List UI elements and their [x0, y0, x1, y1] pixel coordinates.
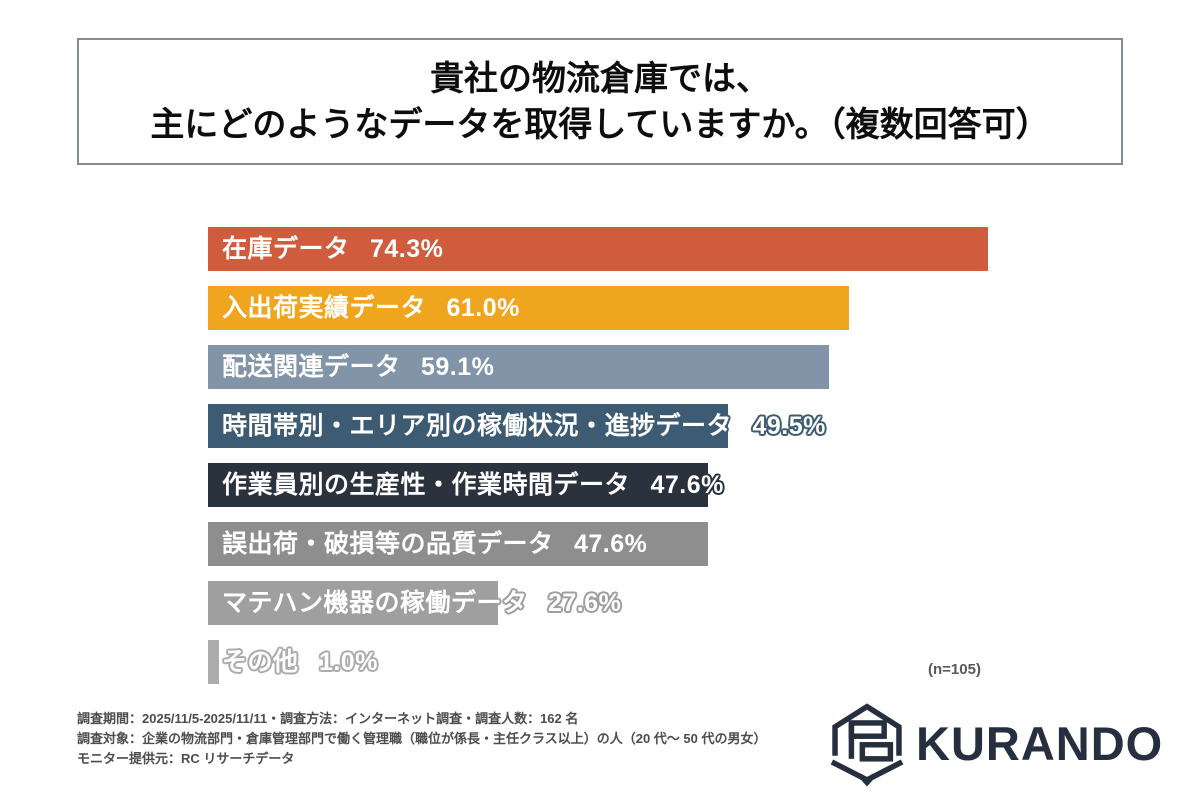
bar [208, 640, 219, 684]
bar-label: マテハン機器の稼働データ 27.6% [222, 589, 622, 617]
bar [208, 227, 988, 271]
bar-row: 時間帯別・エリア別の稼働状況・進捗データ 49.5% [208, 404, 1200, 448]
bar [208, 345, 829, 389]
survey-notes: 調査期間：2025/11/5-2025/11/11・調査方法：インターネット調査… [77, 709, 767, 769]
bar-label: 時間帯別・エリア別の稼働状況・進捗データ 49.5% [222, 412, 826, 440]
bar-label: 入出荷実績データ 61.0% [222, 294, 520, 322]
survey-note-period: 調査期間：2025/11/5-2025/11/11・調査方法：インターネット調査… [77, 711, 579, 726]
bar [208, 286, 849, 330]
bar [208, 522, 708, 566]
kurando-hexagon-icon [830, 703, 904, 787]
bar-label: 配送関連データ 59.1% [222, 353, 495, 381]
bar-row: 誤出荷・破損等の品質データ 47.6% [208, 522, 1200, 566]
bar-label: その他 1.0% [222, 648, 378, 676]
kurando-logo: KURANDO [828, 700, 1163, 788]
bar-label: 在庫データ 74.3% [222, 235, 444, 263]
bar-chart: 在庫データ 74.3% 入出荷実績データ 61.0% 配送関連データ 59.1% 時間… [208, 227, 1200, 699]
sample-size-note: (n=105) [928, 661, 981, 678]
bar-row: マテハン機器の稼働データ 27.6% [208, 581, 1200, 625]
page-title-line1: 貴社の物流倉庫では、 [430, 59, 770, 98]
survey-note-monitor: モニター提供元：RC リサーチデータ [77, 751, 295, 766]
bar-label: 誤出荷・破損等の品質データ 47.6% [222, 530, 648, 558]
page-title-line2: 主にどのようなデータを取得していますか。（複数回答可） [150, 105, 1050, 144]
bar-row: 作業員別の生産性・作業時間データ 47.6% [208, 463, 1200, 507]
title-box: 貴社の物流倉庫では、 主にどのようなデータを取得していますか。（複数回答可） [77, 38, 1123, 165]
bar [208, 463, 708, 507]
bar [208, 404, 728, 448]
bar [208, 581, 498, 625]
kurando-wordmark: KURANDO [916, 717, 1164, 770]
bar-row: 在庫データ 74.3% [208, 227, 1200, 271]
bar-row: 配送関連データ 59.1% [208, 345, 1200, 389]
survey-note-target: 調査対象：企業の物流部門・倉庫管理部門で働く管理職（職位が係長・主任クラス以上）… [77, 731, 767, 746]
bar-label: 作業員別の生産性・作業時間データ 47.6% [222, 471, 724, 499]
bar-row: 入出荷実績データ 61.0% [208, 286, 1200, 330]
bar-row: その他 1.0% [208, 640, 1200, 684]
